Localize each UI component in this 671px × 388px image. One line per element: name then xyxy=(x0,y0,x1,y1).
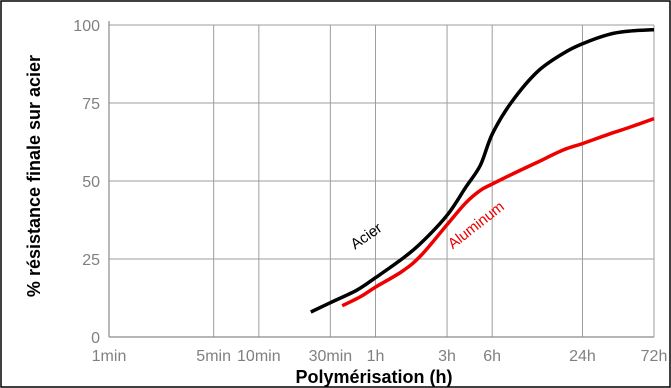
series-line-acier xyxy=(310,27,655,314)
x-tick-label: 1h xyxy=(367,348,385,365)
axis-layer: 1min 5min 10min 30min 1h 3h 6h 24h 72h 0 25 50 75 100 xyxy=(73,18,667,365)
x-tick-label: 6h xyxy=(483,348,501,365)
series-line-aluminum xyxy=(341,116,655,308)
series-layer xyxy=(310,27,655,314)
y-tick-label: 75 xyxy=(82,96,100,113)
x-tick-label: 30min xyxy=(309,348,353,365)
x-tick-label: 5min xyxy=(196,348,231,365)
y-tick-label: 50 xyxy=(82,174,100,191)
x-tick-label: 72h xyxy=(641,348,668,365)
x-tick-label: 1min xyxy=(92,348,127,365)
y-tick-label: 25 xyxy=(82,252,100,269)
y-tick-label: 0 xyxy=(91,330,100,347)
grid-layer xyxy=(108,24,655,338)
x-axis-title: Polymérisation (h) xyxy=(295,367,452,387)
y-tick-label: 100 xyxy=(73,18,100,35)
y-axis-title: % résistance finale sur acier xyxy=(24,55,44,297)
x-tick-label: 24h xyxy=(569,348,596,365)
series-label-acier: Acier xyxy=(348,220,386,254)
x-tick-label: 3h xyxy=(438,348,456,365)
x-tick-label: 10min xyxy=(237,348,281,365)
